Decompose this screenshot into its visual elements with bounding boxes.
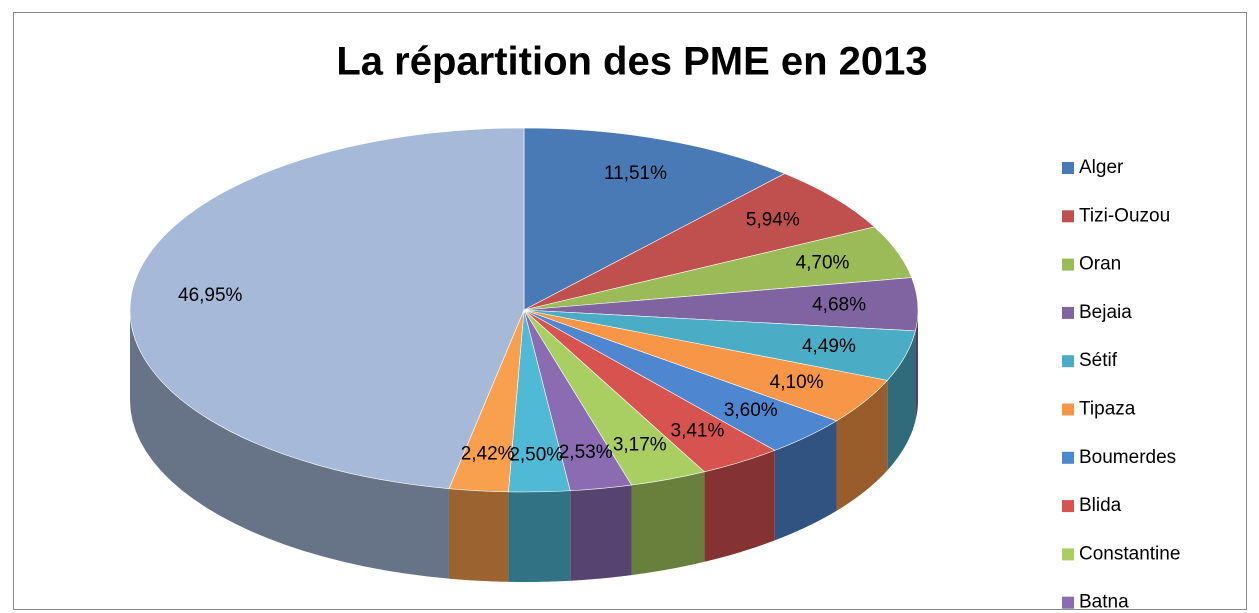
legend-swatch xyxy=(1062,500,1074,513)
slice-side xyxy=(448,488,509,582)
legend-label: Bejaia xyxy=(1079,302,1132,323)
legend-label: Boumerdes xyxy=(1079,447,1176,468)
data-label: 46,95% xyxy=(178,285,243,306)
slice-side xyxy=(570,485,632,581)
legend-swatch xyxy=(1062,451,1074,464)
legend-swatch xyxy=(1062,355,1074,368)
data-label: 4,70% xyxy=(796,252,850,273)
chart-title: La répartition des PME en 2013 xyxy=(336,40,927,84)
legend-swatch xyxy=(1062,162,1074,174)
data-label: 3,41% xyxy=(671,421,725,442)
legend-label: Alger xyxy=(1079,157,1124,178)
slice-side xyxy=(704,450,775,562)
legend-swatch xyxy=(1062,403,1074,416)
data-label: 4,10% xyxy=(770,372,824,393)
pie-top xyxy=(129,127,919,493)
legend-swatch xyxy=(1062,258,1074,271)
legend-label: Constantine xyxy=(1079,543,1180,564)
data-labels: 11,51% 5,94% 4,70% 4,68% 4,49% 4,10% 3,60%3,41… xyxy=(178,163,866,466)
legend-label: Oran xyxy=(1079,254,1121,275)
slice-side xyxy=(130,310,449,579)
slice-side xyxy=(887,330,916,471)
data-label: 4,49% xyxy=(802,336,856,357)
data-label: 3,17% xyxy=(613,434,667,455)
legend-label: Blida xyxy=(1079,495,1122,516)
legend-swatch xyxy=(1062,306,1074,319)
legend-label: Batna xyxy=(1079,592,1129,613)
data-label: 2,42% xyxy=(461,444,515,465)
data-label: 11,51% xyxy=(604,163,667,184)
slice xyxy=(523,127,786,311)
pie-sides xyxy=(130,310,918,582)
legend-swatch xyxy=(1062,210,1074,223)
legend-swatch xyxy=(1062,548,1074,561)
slice-side xyxy=(508,490,571,582)
slice-side xyxy=(631,471,705,576)
legend-label: Sétif xyxy=(1079,350,1118,371)
legend-swatch xyxy=(1062,596,1074,609)
data-label: 5,94% xyxy=(746,210,800,231)
data-label: 4,68% xyxy=(812,294,866,315)
slice-side xyxy=(915,310,918,421)
legend-label: Tipaza xyxy=(1079,399,1136,420)
data-label: 2,53% xyxy=(559,442,613,463)
slice-side xyxy=(774,420,837,541)
legend-label: Tizi-Ouzou xyxy=(1079,205,1170,226)
data-label: 2,50% xyxy=(509,445,563,466)
data-label: 3,60% xyxy=(724,400,778,421)
slice xyxy=(129,127,525,489)
slice xyxy=(523,173,876,311)
